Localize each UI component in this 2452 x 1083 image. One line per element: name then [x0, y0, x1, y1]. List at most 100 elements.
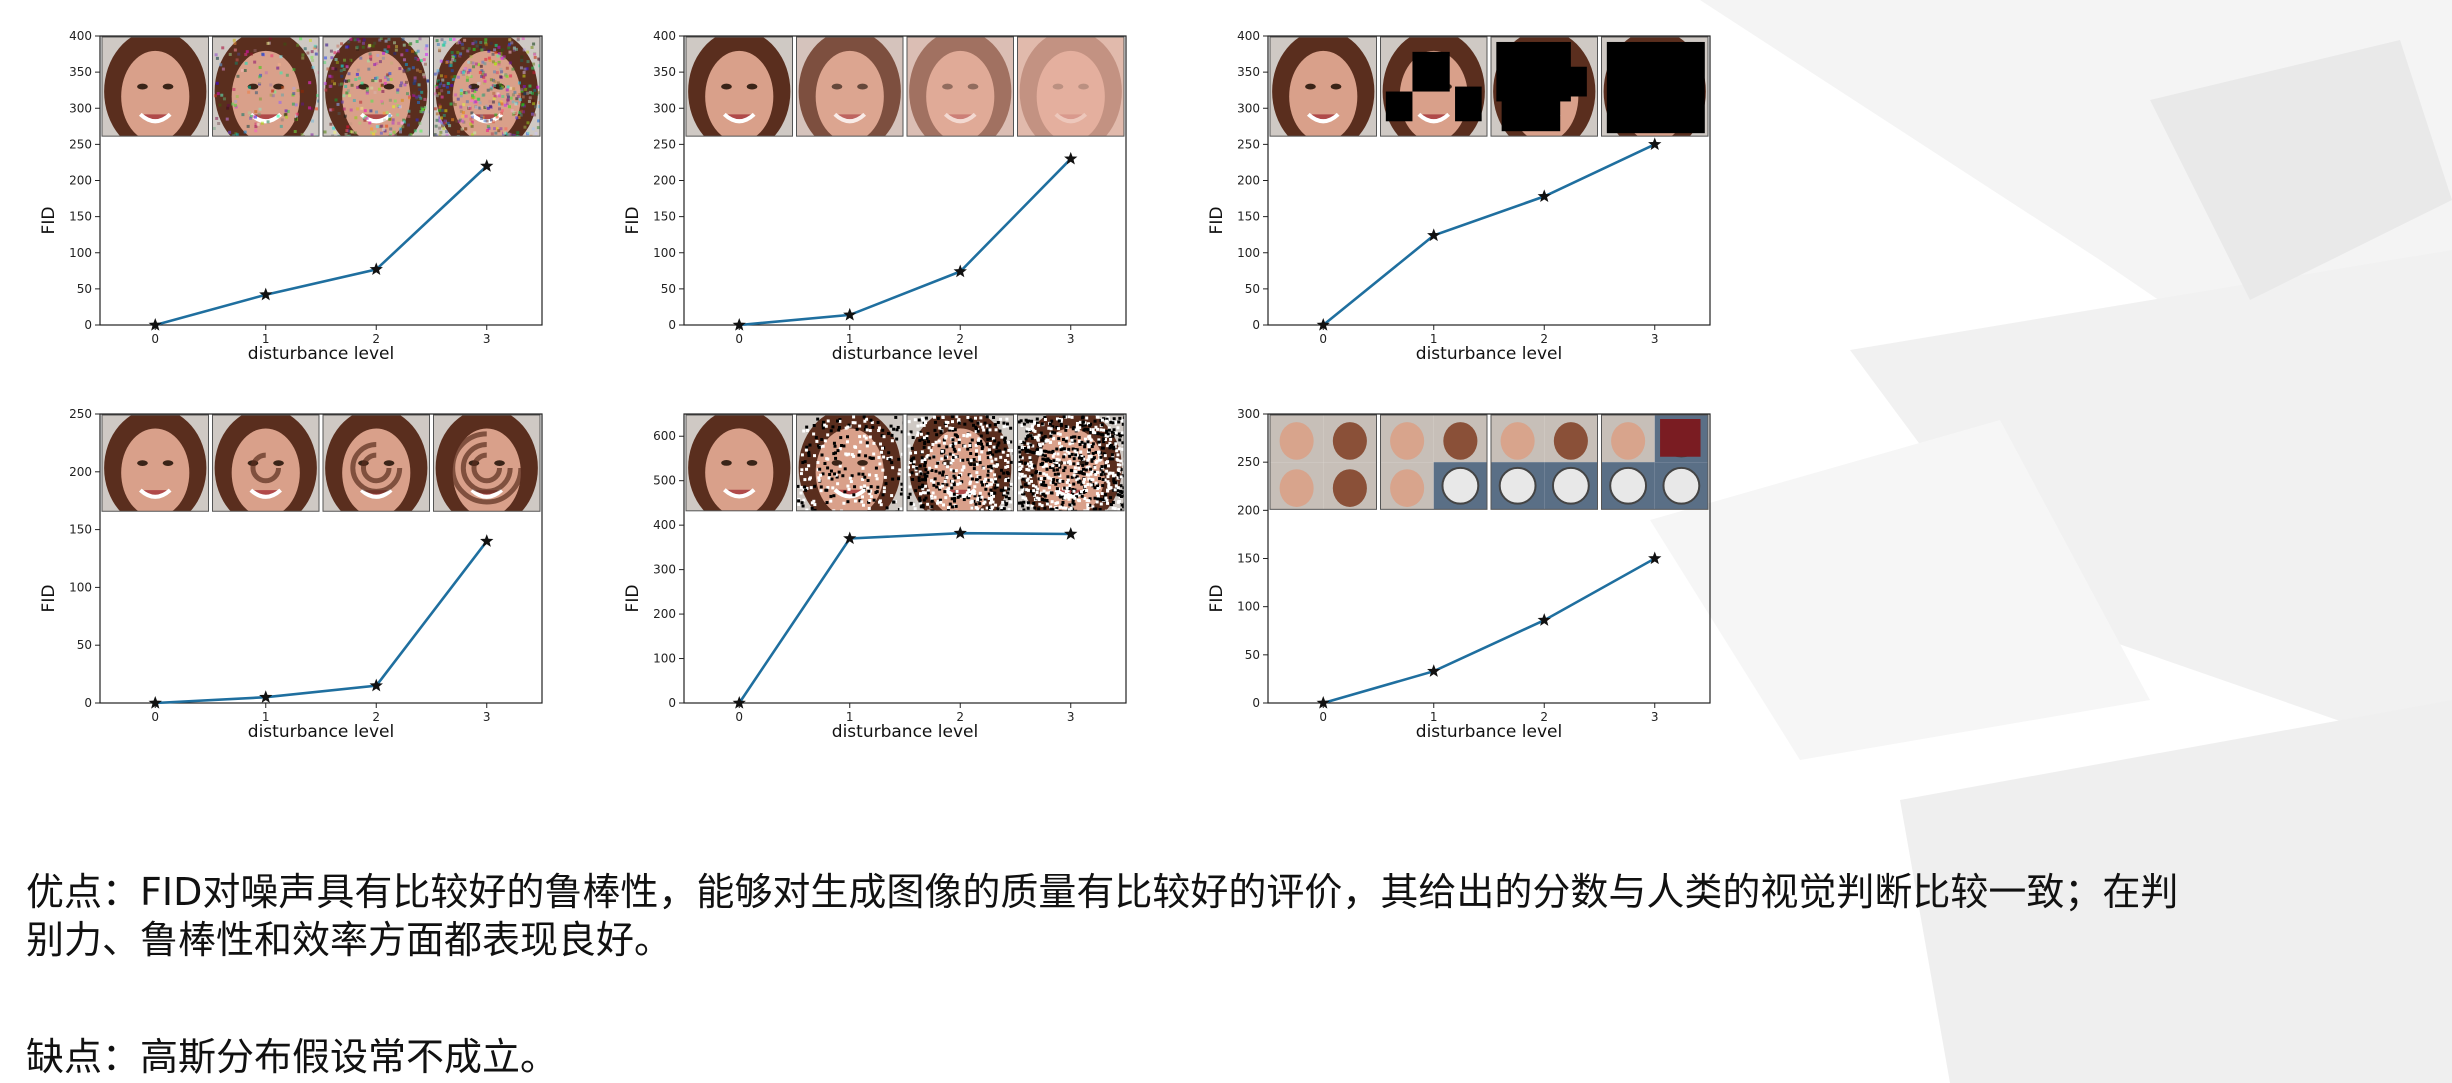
x-tick-label: 3 [1067, 710, 1075, 724]
y-axis-label: FID [1207, 585, 1227, 613]
thumbnail-image [101, 36, 209, 137]
y-tick-label: 250 [1237, 137, 1260, 151]
y-tick-label: 250 [69, 407, 92, 421]
thumbnail-image [322, 414, 430, 512]
chart-panel-1: 0 50 100 150 200 250 300 350 400 0 1 2 3 disturbance … [39, 28, 600, 383]
x-tick-label: 2 [372, 332, 380, 346]
x-tick-label: 0 [735, 332, 743, 346]
fid-chart-noise: 0 50 100 150 200 250 300 350 400 0 1 2 3 disturbance … [39, 29, 543, 364]
y-tick-label: 500 [653, 474, 676, 488]
y-tick-label: 200 [653, 607, 676, 621]
data-point-star [369, 678, 383, 692]
y-tick-label: 0 [1252, 318, 1260, 332]
y-axis-label: FID [39, 207, 59, 235]
y-tick-label: 0 [668, 318, 676, 332]
y-tick-label: 150 [1237, 552, 1260, 566]
thumbnail-image [101, 414, 209, 512]
x-tick-label: 1 [1430, 332, 1438, 346]
y-tick-label: 100 [653, 652, 676, 666]
thumbnail-image [1380, 414, 1488, 510]
thumbnail-strip [101, 414, 541, 512]
thumbnail-strip [1269, 414, 1709, 510]
chart-panel-5: 0 100 200 300 400 500 600 0 1 2 3 disturbance level… [623, 406, 1184, 761]
data-point-star [1316, 696, 1330, 709]
data-point-star [1064, 527, 1078, 540]
data-point-star [369, 262, 383, 276]
series-line [154, 165, 488, 327]
y-tick-label: 200 [653, 174, 676, 188]
y-axis-label: FID [623, 207, 643, 235]
thumbnail-image [685, 414, 793, 512]
y-tick-label: 50 [77, 282, 92, 296]
y-tick-label: 0 [84, 696, 92, 710]
y-tick-label: 0 [668, 696, 676, 710]
thumbnail-image [796, 36, 904, 137]
x-tick-label: 0 [1319, 710, 1327, 724]
y-tick-label: 100 [653, 246, 676, 260]
y-tick-label: 400 [653, 518, 676, 532]
fid-chart-swirl: 0 50 100 150 200 250 0 1 2 3 disturbance level FID [39, 407, 543, 742]
thumbnail-image [1380, 36, 1488, 137]
thumbnail-image [1490, 36, 1598, 137]
y-tick-label: 250 [1237, 455, 1260, 469]
data-point-star [1648, 137, 1662, 151]
y-tick-label: 300 [653, 101, 676, 115]
thumbnail-strip [1269, 36, 1709, 137]
series-line [738, 531, 1071, 704]
fid-chart-contamination: 0 50 100 150 200 250 300 0 1 2 3 disturbance level F… [1207, 407, 1711, 742]
x-tick-label: 0 [1319, 332, 1327, 346]
data-point-star [953, 526, 967, 539]
x-tick-label: 0 [151, 710, 159, 724]
plot-frame [99, 413, 543, 704]
x-tick-label: 2 [1540, 710, 1548, 724]
data-point-star [1648, 551, 1662, 565]
y-tick-label: 100 [1237, 246, 1260, 260]
pros-line-1: 优点：FID对噪声具有比较好的鲁棒性，能够对生成图像的质量有比较好的评价，其给出… [26, 870, 2179, 914]
thumbnail-image [1601, 414, 1709, 510]
thumbnail-image [1269, 414, 1377, 510]
data-point-star [1427, 228, 1441, 242]
x-tick-label: 3 [1067, 332, 1075, 346]
plot-frame [683, 413, 1127, 704]
x-tick-label: 2 [956, 710, 964, 724]
y-tick-label: 100 [1237, 600, 1260, 614]
cons-paragraph: 缺点：高斯分布假设常不成立。 [26, 1033, 2446, 1081]
x-tick-label: 0 [151, 332, 159, 346]
data-point-star [259, 287, 273, 301]
chart-panel-3: 0 50 100 150 200 250 300 350 400 0 1 2 3 disturbance … [1207, 28, 1768, 383]
series-line [739, 157, 1072, 327]
y-tick-label: 350 [653, 65, 676, 79]
data-point-star [148, 318, 162, 331]
thumbnail-strip [685, 36, 1125, 137]
y-tick-label: 150 [653, 210, 676, 224]
y-axis-label: FID [1207, 207, 1227, 235]
fid-chart-salt-pepper: 0 100 200 300 400 500 600 0 1 2 3 disturbance level… [623, 413, 1127, 742]
x-tick-label: 1 [262, 710, 270, 724]
thumbnail-image [212, 36, 320, 137]
thumbnail-image [906, 414, 1014, 512]
data-point-star [843, 307, 857, 321]
thumbnail-image [1490, 414, 1598, 510]
x-tick-label: 1 [846, 332, 854, 346]
thumbnail-image [433, 36, 541, 137]
y-tick-label: 50 [1245, 282, 1260, 296]
thumbnail-image [796, 414, 904, 512]
data-point-star [480, 159, 494, 172]
x-axis-label: disturbance level [248, 344, 394, 364]
y-axis-label: FID [623, 585, 643, 613]
thumbnail-strip [685, 414, 1125, 512]
y-tick-label: 350 [1237, 65, 1260, 79]
x-axis-label: disturbance level [832, 722, 978, 742]
y-tick-label: 50 [1245, 648, 1260, 662]
y-tick-label: 350 [69, 65, 92, 79]
y-tick-label: 50 [661, 282, 676, 296]
y-tick-label: 100 [69, 580, 92, 594]
y-tick-label: 150 [1237, 210, 1260, 224]
y-tick-label: 50 [77, 638, 92, 652]
series-line [1322, 143, 1656, 327]
x-tick-label: 3 [483, 710, 491, 724]
data-point-star [259, 690, 273, 703]
y-tick-label: 250 [653, 137, 676, 151]
y-tick-label: 250 [69, 137, 92, 151]
y-tick-label: 400 [69, 29, 92, 43]
